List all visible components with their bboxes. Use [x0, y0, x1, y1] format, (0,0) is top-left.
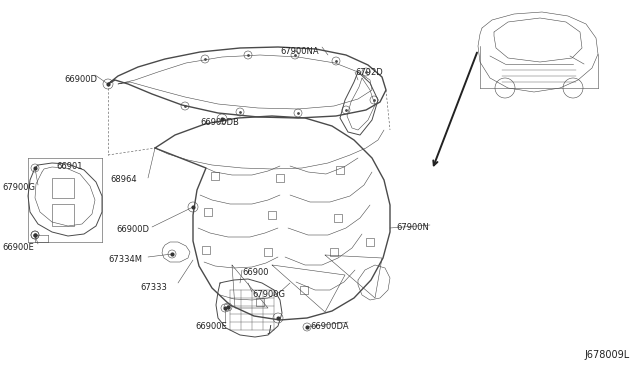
Text: 66900DA: 66900DA [310, 322, 349, 331]
Bar [336, 166, 344, 174]
Bar [52, 178, 74, 198]
Text: 68964: 68964 [110, 175, 136, 184]
Bar [204, 208, 212, 216]
Text: 66900E: 66900E [2, 243, 34, 252]
Text: 67333: 67333 [140, 283, 167, 292]
Bar [202, 246, 210, 254]
Text: 66901: 66901 [56, 162, 83, 171]
Text: 67900NA: 67900NA [280, 47, 319, 56]
Text: 6792D: 6792D [355, 68, 383, 77]
Bar [276, 174, 284, 182]
Text: 66900DB: 66900DB [200, 118, 239, 127]
Text: 66900E: 66900E [195, 322, 227, 331]
Bar [366, 238, 374, 246]
Bar [268, 211, 276, 219]
Text: 67900G: 67900G [252, 290, 285, 299]
Text: 67900N: 67900N [396, 223, 429, 232]
Text: 66900D: 66900D [64, 75, 97, 84]
Bar [300, 286, 308, 294]
Bar [334, 214, 342, 222]
Text: 66900D: 66900D [116, 225, 149, 234]
Bar [256, 298, 264, 306]
Bar [52, 204, 74, 226]
Text: J: J [269, 326, 271, 334]
Text: J678009L: J678009L [585, 350, 630, 360]
Bar [330, 248, 338, 256]
Text: 66900: 66900 [242, 268, 269, 277]
Text: 67900G: 67900G [2, 183, 35, 192]
Text: 67334M: 67334M [108, 255, 142, 264]
Bar [211, 172, 219, 180]
Bar [264, 248, 272, 256]
